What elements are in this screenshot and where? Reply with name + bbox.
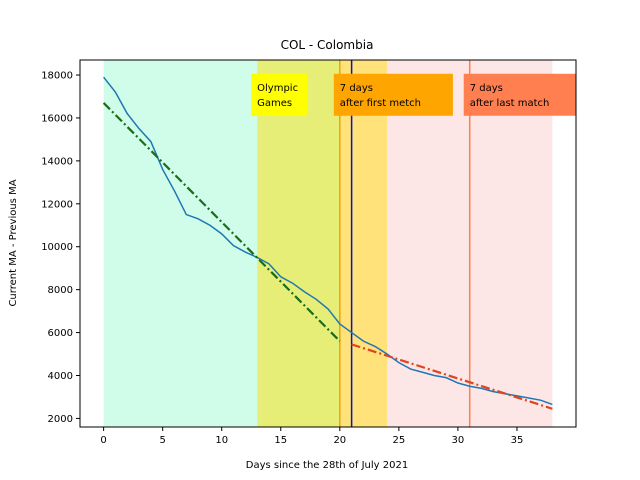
annotation-text-2-1: after last match: [470, 98, 550, 109]
chart-title: COL - Colombia: [281, 38, 374, 52]
vertical-markers: [339, 60, 471, 427]
y-tick-label: 8000: [48, 285, 73, 296]
trend-line-1: [102, 102, 341, 342]
shaded-region-0: [103, 60, 258, 427]
y-tick-label: 4000: [48, 371, 73, 382]
annotation-text-0-0: Olympic: [257, 83, 298, 94]
x-tick-label: 15: [274, 435, 287, 446]
annotation-0: Olympic Games: [251, 73, 308, 116]
series-lines: [102, 76, 553, 410]
x-tick-label: 0: [100, 435, 106, 446]
x-tick-label: 30: [452, 435, 465, 446]
y-axis-label: Current MA - Previous MA: [8, 179, 19, 306]
annotation-text-0-1: Games: [257, 98, 292, 109]
y-tick-label: 16000: [41, 113, 73, 124]
y-tick-label: 6000: [48, 328, 73, 339]
x-tick-label: 20: [333, 435, 346, 446]
data-series-line-0: [103, 76, 553, 406]
annotation-2: 7 days after last match: [463, 73, 577, 116]
y-tick-label: 12000: [41, 199, 73, 210]
y-tick-label: 2000: [48, 414, 73, 425]
trend-line-2: [351, 343, 553, 410]
annotation-box-2: [463, 73, 577, 116]
annotation-box-1: [333, 73, 453, 116]
annotation-box-0: [251, 73, 308, 116]
x-tick-label: 25: [392, 435, 405, 446]
x-axis-label: Days since the 28th of July 2021: [246, 460, 408, 471]
annotation-text-1-1: after first metch: [340, 98, 421, 109]
y-tick-label: 18000: [41, 71, 73, 82]
plot-frame: [79, 59, 577, 428]
shaded-region-1: [257, 60, 340, 427]
annotation-1: 7 days after first metch: [333, 73, 453, 116]
axes: 0 5 10 15 20 25 30 35 2000 4000 6000 8000 10000 12000…: [41, 59, 577, 446]
shaded-region-2: [339, 60, 388, 427]
y-tick-label: 14000: [41, 156, 73, 167]
x-tick-label: 5: [159, 435, 165, 446]
y-tick-label: 10000: [41, 242, 73, 253]
x-tick-label: 35: [511, 435, 524, 446]
x-tick-label: 10: [215, 435, 228, 446]
annotation-text-2-0: 7 days: [470, 83, 503, 94]
annotation-text-1-0: 7 days: [340, 83, 373, 94]
